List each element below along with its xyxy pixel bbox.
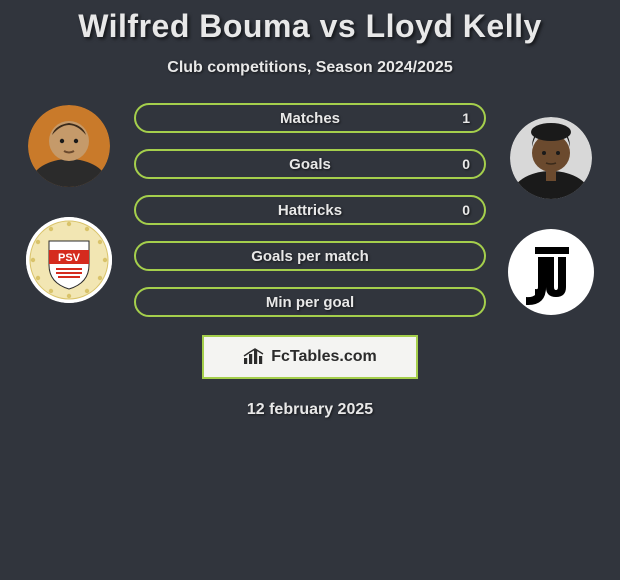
stat-value-right: 0 — [462, 156, 470, 172]
brand-box: FcTables.com — [202, 335, 418, 379]
left-column: PSV — [14, 103, 124, 303]
club-logo-left: PSV — [26, 217, 112, 303]
content-row: PSV Matches 1 Goals 0 Hattricks 0 Goals — [0, 103, 620, 317]
player-avatar-left — [28, 105, 110, 187]
page-title: Wilfred Bouma vs Lloyd Kelly — [0, 8, 620, 45]
svg-text:PSV: PSV — [58, 252, 81, 264]
stat-label: Matches — [280, 110, 340, 127]
bar-chart-icon — [243, 348, 265, 366]
stat-bar-hattricks: Hattricks 0 — [134, 195, 486, 225]
avatar-icon — [510, 117, 592, 199]
stat-bar-goals-per-match: Goals per match — [134, 241, 486, 271]
right-column — [496, 103, 606, 315]
psv-logo-icon: PSV — [26, 217, 112, 303]
avatar-icon — [28, 105, 110, 187]
stat-label: Hattricks — [278, 202, 342, 219]
stat-value-right: 1 — [462, 110, 470, 126]
stat-label: Goals per match — [251, 248, 369, 265]
stat-label: Goals — [289, 156, 331, 173]
juventus-logo-icon — [508, 229, 594, 315]
stat-bar-matches: Matches 1 — [134, 103, 486, 133]
brand-label: FcTables.com — [271, 348, 377, 366]
date-label: 12 february 2025 — [0, 401, 620, 419]
stat-label: Min per goal — [266, 294, 354, 311]
player-avatar-right — [510, 117, 592, 199]
subtitle: Club competitions, Season 2024/2025 — [0, 59, 620, 77]
stat-bars: Matches 1 Goals 0 Hattricks 0 Goals per … — [134, 103, 486, 317]
club-logo-right — [508, 229, 594, 315]
stat-bar-min-per-goal: Min per goal — [134, 287, 486, 317]
stat-value-right: 0 — [462, 202, 470, 218]
stat-bar-goals: Goals 0 — [134, 149, 486, 179]
comparison-infographic: Wilfred Bouma vs Lloyd Kelly Club compet… — [0, 0, 620, 419]
